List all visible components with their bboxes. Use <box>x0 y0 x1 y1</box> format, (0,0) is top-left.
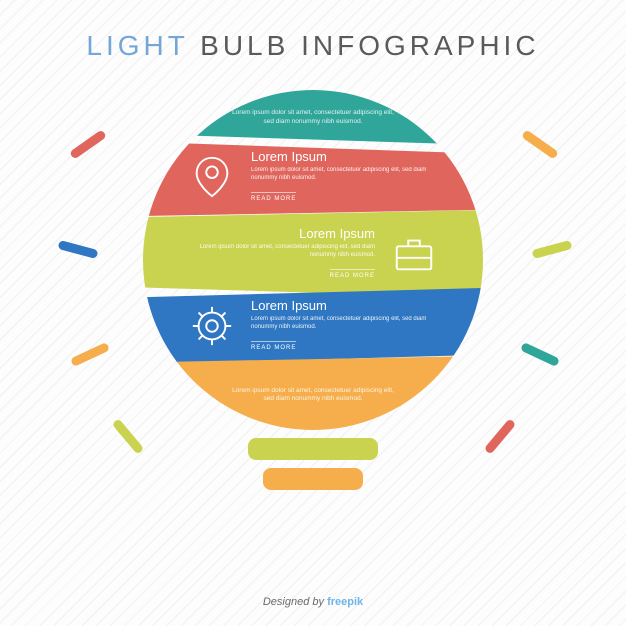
gear-icon <box>189 303 235 349</box>
segment-red-heading: Lorem Ipsum <box>251 149 431 164</box>
credit-by: Designed by <box>263 596 324 608</box>
title-word3: INFOGRAPHIC <box>301 30 539 61</box>
bulb-infographic: Lorem ipsum dolor sit amet, consectetuer… <box>123 90 503 550</box>
segment-orange: Lorem ipsum dolor sit amet, consectetuer… <box>143 356 483 430</box>
credit-brand: freepik <box>327 596 363 608</box>
page-title: LIGHT BULB INFOGRAPHIC <box>0 0 626 62</box>
segment-lime: Lorem Ipsum Lorem ipsum dolor sit amet, … <box>143 210 483 298</box>
title-word1: LIGHT <box>86 30 188 61</box>
bulb-screw-2 <box>263 468 363 490</box>
ray-5 <box>532 240 573 259</box>
segment-orange-body: Lorem ipsum dolor sit amet, consectetuer… <box>228 387 398 404</box>
briefcase-icon <box>391 231 437 277</box>
segment-blue: Lorem Ipsum Lorem ipsum dolor sit amet, … <box>143 288 483 364</box>
segment-blue-heading: Lorem Ipsum <box>251 298 431 313</box>
ray-0 <box>69 129 107 159</box>
segment-lime-readmore[interactable]: READ MORE <box>330 269 375 279</box>
segment-blue-readmore[interactable]: READ MORE <box>251 341 296 351</box>
segment-teal-body: Lorem ipsum dolor sit amet, consectetuer… <box>228 109 398 126</box>
ray-2 <box>70 342 110 367</box>
segment-teal: Lorem ipsum dolor sit amet, consectetuer… <box>143 90 483 145</box>
segment-lime-heading: Lorem Ipsum <box>195 226 375 241</box>
ray-6 <box>520 342 560 367</box>
credit-line: Designed by freepik <box>0 596 626 608</box>
segment-lime-text: Lorem Ipsum Lorem ipsum dolor sit amet, … <box>195 226 375 282</box>
pin-icon <box>189 154 235 200</box>
bulb-body: Lorem ipsum dolor sit amet, consectetuer… <box>143 90 483 430</box>
segment-red-body: Lorem ipsum dolor sit amet, consectetuer… <box>251 167 431 183</box>
segment-blue-text: Lorem Ipsum Lorem ipsum dolor sit amet, … <box>251 298 431 354</box>
segment-blue-body: Lorem ipsum dolor sit amet, consectetuer… <box>251 316 431 332</box>
bulb-screw-1 <box>248 438 378 460</box>
ray-4 <box>521 129 559 159</box>
segment-red-readmore[interactable]: READ MORE <box>251 192 296 202</box>
segment-lime-body: Lorem ipsum dolor sit amet, consectetuer… <box>195 244 375 260</box>
title-word2: BULB <box>200 30 289 61</box>
segment-red-text: Lorem Ipsum Lorem ipsum dolor sit amet, … <box>251 149 431 205</box>
ray-1 <box>58 240 99 259</box>
segment-red: Lorem Ipsum Lorem ipsum dolor sit amet, … <box>143 138 483 216</box>
